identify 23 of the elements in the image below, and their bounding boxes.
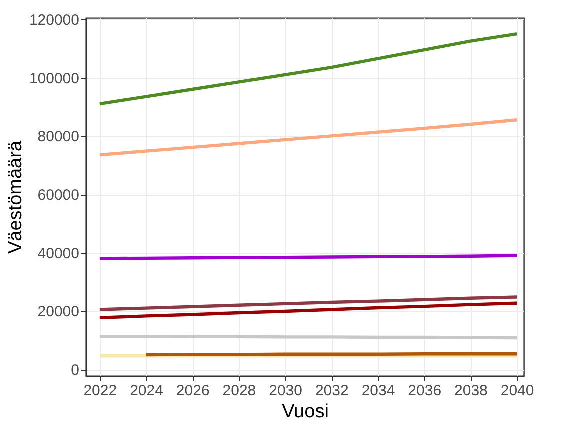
y-axis-title: Väestömäärä <box>5 140 26 254</box>
x-tick-label: 2022 <box>84 382 118 400</box>
y-tick-label: 60000 <box>38 187 80 204</box>
x-tick-label: 2028 <box>222 382 256 400</box>
y-tick-label: 120000 <box>29 12 80 29</box>
y-tick-label: 80000 <box>38 128 80 146</box>
x-tick-label: 2032 <box>315 382 349 400</box>
x-tick-label: 2036 <box>408 382 442 400</box>
x-tick-label: 2024 <box>130 382 164 400</box>
x-axis-title: Vuosi <box>282 402 329 422</box>
x-tick-label: 2040 <box>500 382 534 400</box>
line-series <box>98 296 519 312</box>
x-tick-label: 2034 <box>362 382 396 400</box>
x-tick-label: 2038 <box>454 382 488 400</box>
line-series <box>98 32 519 106</box>
y-tick-label: 0 <box>71 362 80 380</box>
line-series <box>98 302 519 320</box>
x-tick-label: 2026 <box>176 382 210 400</box>
x-tick-label: 2030 <box>269 382 302 400</box>
y-tick-label: 100000 <box>29 70 80 88</box>
y-tick-label: 40000 <box>38 245 80 262</box>
y-tick-label: 20000 <box>38 304 80 321</box>
line-series <box>98 118 519 157</box>
